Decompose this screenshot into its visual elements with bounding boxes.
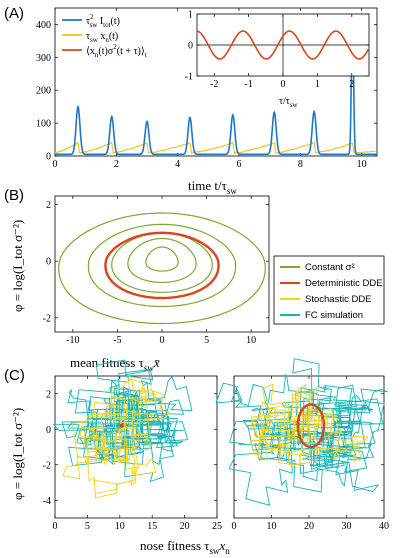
panel-b-x-axis-label: mean fitness τswx̄ <box>70 355 160 373</box>
series-line-itot <box>55 16 377 156</box>
orbit-deterministic <box>104 231 220 300</box>
orbit-constant-0 <box>145 246 179 272</box>
inset-xtick-label: -2 <box>210 79 218 90</box>
orbit-constant-3 <box>87 223 237 308</box>
panel-c-right-xtick-label: 10 <box>267 521 277 532</box>
panel-b-frame <box>54 195 270 333</box>
panel-b-y-axis-label: φ = log(I_tot σ⁻²) <box>10 220 25 312</box>
panel-label-b: (B) <box>4 187 24 204</box>
inset-series-line <box>196 30 370 60</box>
panel-c-left-xtick-label: 25 <box>212 521 222 532</box>
series-fc-simulation <box>52 359 193 483</box>
legend-label-deterministic: Deterministic DDE <box>305 278 383 289</box>
panel-b-xtick-label: -5 <box>113 335 121 346</box>
panel-b-ytick-label: -2 <box>43 313 51 324</box>
inset-xtick-label: -1 <box>244 79 252 90</box>
panel-b-xtick-label: 10 <box>246 335 256 346</box>
panel-a-xtick-label: 8 <box>298 159 303 170</box>
panel-a-xtick-label: 2 <box>114 159 119 170</box>
panel-c-left-ytick-label: 0 <box>46 425 51 436</box>
panel-label-c: (C) <box>4 367 25 384</box>
panel-b-xtick-label: 5 <box>204 335 209 346</box>
inset-xtick-label: 1 <box>315 79 320 90</box>
panel-c-left-xtick-label: 0 <box>53 521 58 532</box>
inset-x-axis-label: τ/τsw <box>279 96 299 109</box>
panel-c-right-xtick-label: 30 <box>342 521 352 532</box>
orbit-constant-4 <box>58 212 266 325</box>
inset-ytick-label: 1 <box>188 10 193 21</box>
legend-label-itot: τ2 sw Itot(t) <box>86 13 120 29</box>
panel-label-a: (A) <box>4 5 24 22</box>
panel-c-left-chart: 0 5 10 15 20 25 -4 -2 0 2 φ = log(I_tot σ⁻²) <box>10 359 222 532</box>
panel-a-ytick-label: 200 <box>36 86 51 97</box>
panel-c-left-xtick-label: 20 <box>180 521 190 532</box>
panel-b-ytick-label: 2 <box>46 200 51 211</box>
panel-c-right-xtick-label: 0 <box>232 521 237 532</box>
inset-xtick-label: 0 <box>281 79 286 90</box>
panel-b-xtick-label: -10 <box>66 335 79 346</box>
panel-a-xtick-label: 10 <box>357 159 367 170</box>
panel-a-ytick-label: 300 <box>36 53 51 64</box>
panel-a-xtick-label: 0 <box>53 159 58 170</box>
panel-a-frame <box>54 7 378 157</box>
panel-c-left-ytick-label: -4 <box>43 496 51 507</box>
panel-a-inset: -2 -1 0 1 2 -1 0 1 τ/τsw <box>185 10 370 109</box>
inset-ytick-label: 0 <box>188 41 193 52</box>
series-fc-simulation-right <box>215 358 388 506</box>
legend-label-corr: ⟨xn(t)σ2(t + τ)⟩t <box>86 43 147 59</box>
panel-c-left-xtick-label: 15 <box>147 521 157 532</box>
panel-a-xtick-label: 4 <box>175 159 180 170</box>
panel-c-left-xtick-label: 10 <box>115 521 125 532</box>
panel-c-left-ytick-label: 2 <box>46 389 51 400</box>
legend-label-xn: τsw xn(t) <box>86 31 118 44</box>
legend-label-stochastic: Stochastic DDE <box>305 294 372 305</box>
legend-label-constant: Constant σ² <box>305 262 355 273</box>
panel-c-y-axis-label: φ = log(I_tot σ⁻²) <box>10 408 25 500</box>
series-legend: Constant σ² Deterministic DDE Stochastic… <box>273 255 385 325</box>
series-stochastic-dde-right <box>249 383 369 466</box>
panel-a-x-axis-label: time t/τsw <box>188 178 237 196</box>
panel-a-ytick-label: 100 <box>36 119 51 130</box>
legend-label-fc: FC simulation <box>305 310 363 321</box>
inset-ytick-label: -1 <box>185 72 193 83</box>
panel-c-left-frame <box>54 375 218 519</box>
panel-a-xtick-label: 6 <box>237 159 242 170</box>
panel-c-right-chart: 0 10 20 30 40 <box>215 358 389 532</box>
inset-xtick-label: 2 <box>349 79 354 90</box>
panel-c-left-ytick-label: -2 <box>43 460 51 471</box>
series-stochastic-dde <box>62 377 171 499</box>
legend-frame <box>273 255 385 325</box>
panel-c-left-xtick-label: 5 <box>85 521 90 532</box>
panel-c-x-axis-label: nose fitness τswxn <box>140 538 230 556</box>
series-deterministic-loop <box>296 403 326 449</box>
panel-a-ytick-label: 0 <box>46 152 51 163</box>
panel-b-chart: -10 -5 0 5 10 -2 0 2 mean fitness τswx̄ φ = log… <box>10 195 270 373</box>
panel-a-ytick-label: 400 <box>36 20 51 31</box>
panel-c-right-xtick-label: 20 <box>304 521 314 532</box>
panel-b-xtick-label: 0 <box>160 335 165 346</box>
panel-a-legend: τ2 sw Itot(t) τsw xn(t) ⟨xn(t)σ2(t + τ)⟩t <box>62 13 147 59</box>
series-deterministic-point <box>119 423 124 428</box>
orbit-constant-1 <box>127 237 197 284</box>
series-line-xn <box>54 141 376 155</box>
panel-b-ytick-label: 0 <box>46 257 51 268</box>
panel-c-right-xtick-label: 40 <box>379 521 389 532</box>
